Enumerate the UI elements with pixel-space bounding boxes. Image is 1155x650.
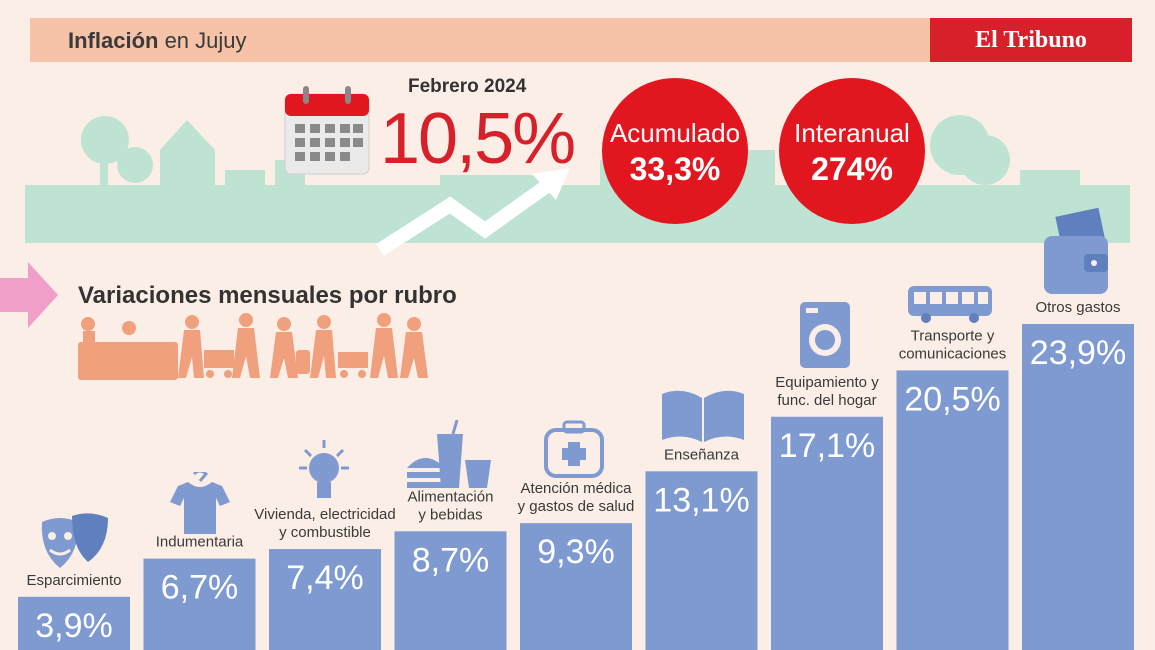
category-label: Otros gastos (1035, 299, 1120, 316)
section-title: Variaciones mensuales por rubro (78, 282, 457, 309)
cumulative-value: 33,3% (629, 151, 721, 187)
bar-value-label: 3,9% (35, 607, 113, 645)
bar-1 (18, 596, 130, 650)
bar-5 (520, 523, 632, 650)
monthly-inflation-value: 10,5% (380, 99, 576, 179)
shoppers-illustration-icon (78, 313, 428, 380)
category-label: Enseñanza (664, 446, 740, 463)
trend-arrow-icon (376, 168, 570, 256)
book-icon (662, 390, 744, 442)
bar-7 (771, 416, 883, 650)
wallet-icon (1044, 207, 1108, 294)
cumulative-badge: Acumulado 33,3% (602, 78, 748, 224)
bar-value-label: 7,4% (286, 559, 364, 597)
bar-value-label: 23,9% (1030, 334, 1126, 372)
bar-value-label: 6,7% (161, 569, 239, 607)
yearly-label: Interanual (794, 118, 910, 148)
category-label: Transporte y comunicaciones (899, 327, 1007, 362)
category-label: Atención médica y gastos de salud (518, 480, 635, 515)
category-label: Alimentación y bebidas (408, 488, 494, 523)
bus-icon (908, 286, 992, 323)
lightbulb-icon (299, 440, 349, 498)
bar-value-label: 9,3% (537, 533, 615, 571)
bar-2 (143, 558, 256, 650)
bar-value-label: 13,1% (653, 481, 749, 519)
washing-machine-icon (800, 302, 850, 368)
period-label: Febrero 2024 (408, 76, 527, 97)
bar-3 (269, 549, 381, 650)
category-label: Vivienda, electricidad y combustible (254, 506, 395, 541)
bar-value-label: 17,1% (779, 427, 875, 465)
shirt-icon (170, 472, 230, 534)
calendar-icon (284, 86, 370, 175)
category-label: Esparcimiento (26, 572, 121, 589)
category-label: Equipamiento y func. del hogar (775, 374, 879, 409)
page-title: Inflación en Jujuy (68, 28, 247, 53)
header-bar: Inflación en Jujuy El Tribuno (30, 18, 1132, 62)
bar-8 (896, 370, 1009, 650)
first-aid-kit-icon (544, 420, 604, 478)
bar-9 (1022, 324, 1134, 650)
bar-4 (394, 531, 507, 650)
theater-masks-icon (41, 513, 108, 568)
bar-value-label: 8,7% (412, 541, 490, 579)
yearly-value: 274% (811, 151, 893, 187)
pointer-arrow-icon (0, 262, 58, 328)
yearly-badge: Interanual 274% (779, 78, 925, 224)
brand-logo: El Tribuno (930, 18, 1132, 62)
bar-6 (645, 471, 758, 650)
bar-value-label: 20,5% (904, 380, 1000, 418)
cumulative-label: Acumulado (609, 118, 741, 148)
category-label: Indumentaria (156, 534, 244, 551)
fast-food-icon (407, 420, 491, 488)
